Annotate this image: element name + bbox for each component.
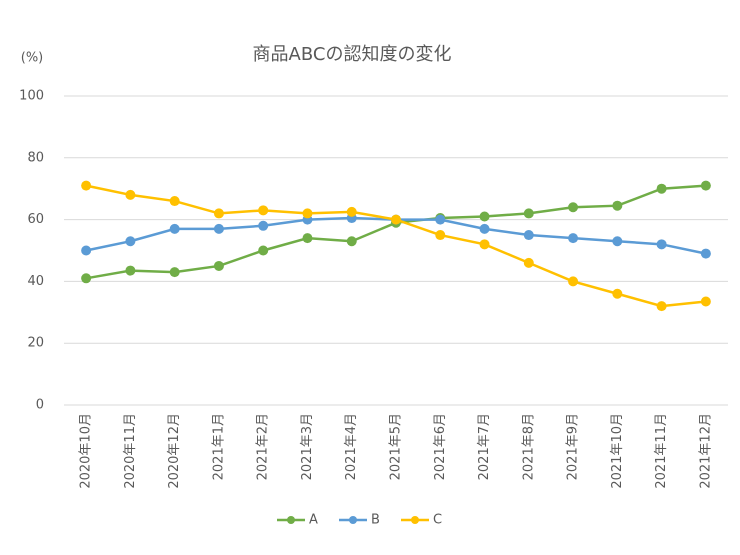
x-tick-label: 2021年7月 bbox=[477, 413, 492, 480]
data-point bbox=[568, 233, 579, 244]
legend-marker bbox=[349, 516, 357, 524]
data-point bbox=[302, 233, 313, 244]
legend-marker bbox=[287, 516, 295, 524]
data-point bbox=[612, 236, 623, 247]
x-tick-label: 2021年9月 bbox=[566, 413, 581, 480]
data-point bbox=[169, 267, 180, 278]
x-tick-label: 2021年2月 bbox=[256, 413, 271, 480]
data-point bbox=[700, 180, 711, 191]
x-tick-label: 2020年11月 bbox=[123, 413, 138, 489]
data-point bbox=[523, 230, 534, 241]
chart-title: 商品ABCの認知度の変化 bbox=[253, 44, 452, 65]
data-point bbox=[568, 276, 579, 287]
data-point bbox=[523, 208, 534, 219]
data-point bbox=[125, 236, 136, 247]
y-tick-label: 0 bbox=[36, 398, 44, 413]
data-point bbox=[213, 260, 224, 271]
x-tick-label: 2021年10月 bbox=[610, 413, 625, 489]
data-point bbox=[612, 288, 623, 299]
data-point bbox=[612, 200, 623, 211]
data-point bbox=[435, 230, 446, 241]
legend-label: B bbox=[371, 513, 380, 528]
data-point bbox=[346, 206, 357, 217]
data-point bbox=[169, 223, 180, 234]
data-point bbox=[700, 296, 711, 307]
data-point bbox=[81, 180, 92, 191]
data-point bbox=[568, 202, 579, 213]
data-point bbox=[258, 245, 269, 256]
y-tick-label: 100 bbox=[19, 89, 44, 104]
x-tick-label: 2020年12月 bbox=[167, 413, 182, 489]
legend-label: A bbox=[309, 513, 318, 528]
data-point bbox=[656, 239, 667, 250]
data-point bbox=[81, 245, 92, 256]
x-tick-label: 2021年11月 bbox=[654, 413, 669, 489]
data-point bbox=[169, 196, 180, 207]
x-tick-label: 2021年5月 bbox=[389, 413, 404, 480]
data-point bbox=[302, 208, 313, 219]
x-tick-label: 2021年12月 bbox=[698, 413, 713, 489]
data-point bbox=[479, 239, 490, 250]
data-point bbox=[346, 236, 357, 247]
data-point bbox=[391, 214, 401, 225]
y-unit: (%) bbox=[21, 51, 44, 66]
x-tick-label: 2021年1月 bbox=[211, 413, 226, 480]
data-point bbox=[700, 248, 711, 259]
data-point bbox=[479, 211, 490, 222]
data-point bbox=[258, 205, 269, 216]
data-point bbox=[213, 208, 224, 219]
data-point bbox=[523, 257, 534, 268]
x-tick-label: 2021年4月 bbox=[344, 413, 359, 480]
data-point bbox=[258, 220, 269, 231]
data-point bbox=[81, 273, 92, 284]
y-tick-label: 40 bbox=[27, 274, 44, 289]
y-tick-label: 80 bbox=[27, 150, 44, 165]
data-point bbox=[656, 301, 667, 312]
data-point bbox=[435, 214, 446, 225]
legend-marker bbox=[411, 516, 419, 524]
data-point bbox=[213, 223, 224, 234]
x-tick-label: 2021年8月 bbox=[521, 413, 536, 480]
legend-label: C bbox=[433, 513, 442, 528]
data-point bbox=[479, 223, 490, 234]
data-point bbox=[125, 189, 136, 200]
data-point bbox=[656, 183, 667, 194]
y-tick-label: 60 bbox=[27, 212, 44, 227]
y-tick-label: 20 bbox=[27, 336, 44, 351]
data-point bbox=[125, 265, 136, 276]
x-tick-label: 2021年6月 bbox=[433, 413, 448, 480]
x-tick-label: 2020年10月 bbox=[79, 413, 94, 489]
x-tick-label: 2021年3月 bbox=[300, 413, 315, 480]
